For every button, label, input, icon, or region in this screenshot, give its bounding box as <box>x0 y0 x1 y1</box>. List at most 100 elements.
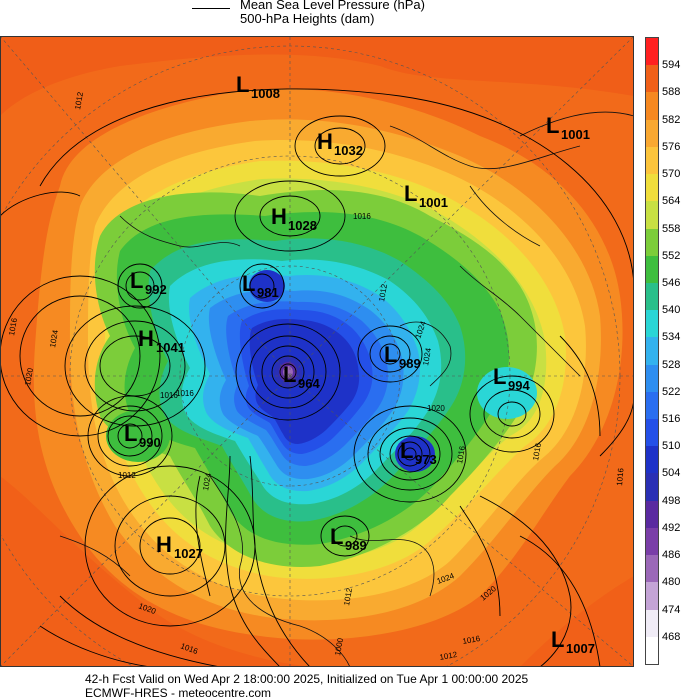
svg-text:1016: 1016 <box>353 212 371 221</box>
svg-text:1016: 1016 <box>531 442 543 462</box>
colorbar-label: 504 <box>662 467 681 480</box>
svg-text:L: L <box>130 268 143 293</box>
isobars <box>0 88 634 667</box>
svg-text:1012: 1012 <box>342 587 354 607</box>
colorbar-label: 552 <box>662 249 681 262</box>
legend-title: Mean Sea Level Pressure (hPa) <box>240 0 425 12</box>
colorbar-swatch <box>646 146 658 175</box>
colorbar-swatch <box>646 310 658 338</box>
colorbar-swatch <box>646 473 658 502</box>
svg-text:1032: 1032 <box>334 143 363 158</box>
isobar-line-swatch <box>192 8 230 9</box>
svg-text:1016: 1016 <box>455 445 467 465</box>
svg-text:H: H <box>156 532 172 557</box>
svg-text:1012: 1012 <box>439 650 459 662</box>
colorbar-swatch <box>646 364 658 393</box>
height-field-480 <box>283 366 293 378</box>
svg-text:1041: 1041 <box>156 340 185 355</box>
height-field-west-low <box>106 410 170 462</box>
colorbar-label: 588 <box>662 86 681 99</box>
svg-text:H: H <box>271 204 287 229</box>
graticule <box>0 36 634 667</box>
svg-text:L: L <box>551 627 564 652</box>
svg-text:L: L <box>330 524 343 549</box>
svg-text:964: 964 <box>298 376 320 391</box>
colorbar-swatch <box>646 582 658 611</box>
low-marker: L 994 <box>493 364 530 393</box>
colorbar-label: 474 <box>662 603 681 616</box>
svg-text:1001: 1001 <box>419 195 448 210</box>
svg-text:973: 973 <box>415 452 437 467</box>
svg-text:L: L <box>493 364 506 389</box>
svg-text:1024: 1024 <box>48 329 60 349</box>
high-marker: H 1027 <box>156 532 203 561</box>
colorbar-swatch <box>646 174 658 202</box>
colorbar-swatch <box>646 119 658 148</box>
colorbar-label: 528 <box>662 358 681 371</box>
colorbar-label: 582 <box>662 113 681 126</box>
svg-text:H: H <box>317 129 333 154</box>
trough-east <box>395 436 435 472</box>
colorbar-label: 498 <box>662 494 681 507</box>
svg-text:L: L <box>236 72 249 97</box>
svg-text:H: H <box>138 326 154 351</box>
forecast-validity-text: 42-h Fcst Valid on Wed Apr 2 18:00:00 20… <box>85 672 529 686</box>
low-marker: L 989 <box>330 524 367 553</box>
low-marker: L 1001 <box>546 113 590 142</box>
forecast-map: 1016 1024 1020 1012 1016 1012 1024 1020 … <box>0 36 634 667</box>
colorbar-label: 510 <box>662 440 681 453</box>
svg-text:1012: 1012 <box>118 471 136 480</box>
svg-text:1016: 1016 <box>160 391 178 400</box>
high-marker: H 1028 <box>271 204 317 233</box>
map-frame <box>0 36 634 667</box>
colorbar-label: 480 <box>662 576 681 589</box>
colorbar-label: 522 <box>662 385 681 398</box>
svg-text:L: L <box>546 113 559 138</box>
svg-text:1027: 1027 <box>174 546 203 561</box>
svg-text:L: L <box>124 421 137 446</box>
colorbar-label: 594 <box>662 59 681 72</box>
colorbar-swatch <box>646 446 658 474</box>
high-marker: H 1032 <box>317 129 363 158</box>
svg-text:1016: 1016 <box>462 634 482 646</box>
svg-text:989: 989 <box>399 356 421 371</box>
svg-text:L: L <box>400 438 413 463</box>
low-marker: L 1007 <box>551 627 595 656</box>
map-legend: Mean Sea Level Pressure (hPa) 500-hPa He… <box>192 0 492 30</box>
svg-text:1016: 1016 <box>7 317 19 337</box>
svg-text:1000: 1000 <box>333 637 345 657</box>
svg-text:1028: 1028 <box>288 218 317 233</box>
svg-text:1001: 1001 <box>561 127 590 142</box>
colorbar-swatch <box>646 255 658 284</box>
svg-text:L: L <box>384 342 397 367</box>
low-marker: L 1001 <box>404 181 448 210</box>
svg-text:1008: 1008 <box>251 86 280 101</box>
coastlines <box>59 111 634 667</box>
colorbar-label: 468 <box>662 630 681 643</box>
colorbar-swatch <box>646 65 658 93</box>
low-marker: L 990 <box>124 421 161 450</box>
svg-text:1024: 1024 <box>421 347 433 367</box>
svg-text:1020: 1020 <box>427 404 445 413</box>
colorbar-label: 534 <box>662 331 681 344</box>
svg-text:1007: 1007 <box>566 641 595 656</box>
colorbar-swatch <box>646 391 658 420</box>
colorbar-label: 558 <box>662 222 681 235</box>
colorbar-swatch <box>646 419 658 447</box>
colorbar-label: 546 <box>662 276 681 289</box>
height-colorbar <box>645 37 659 665</box>
high-marker: H 1041 <box>138 326 185 355</box>
colorbar-swatch <box>646 636 658 664</box>
svg-text:1024: 1024 <box>201 472 213 492</box>
svg-text:994: 994 <box>508 378 530 393</box>
svg-text:1016: 1016 <box>176 389 194 398</box>
svg-text:L: L <box>283 362 296 387</box>
colorbar-swatch <box>646 337 658 366</box>
colorbar-label: 564 <box>662 195 681 208</box>
colorbar-swatch <box>646 500 658 529</box>
colorbar-swatch <box>646 92 658 121</box>
model-source-text: ECMWF-HRES - meteocentre.com <box>85 686 272 700</box>
colorbar-label: 576 <box>662 140 681 153</box>
low-marker: L 989 <box>384 342 421 371</box>
svg-text:989: 989 <box>345 538 367 553</box>
